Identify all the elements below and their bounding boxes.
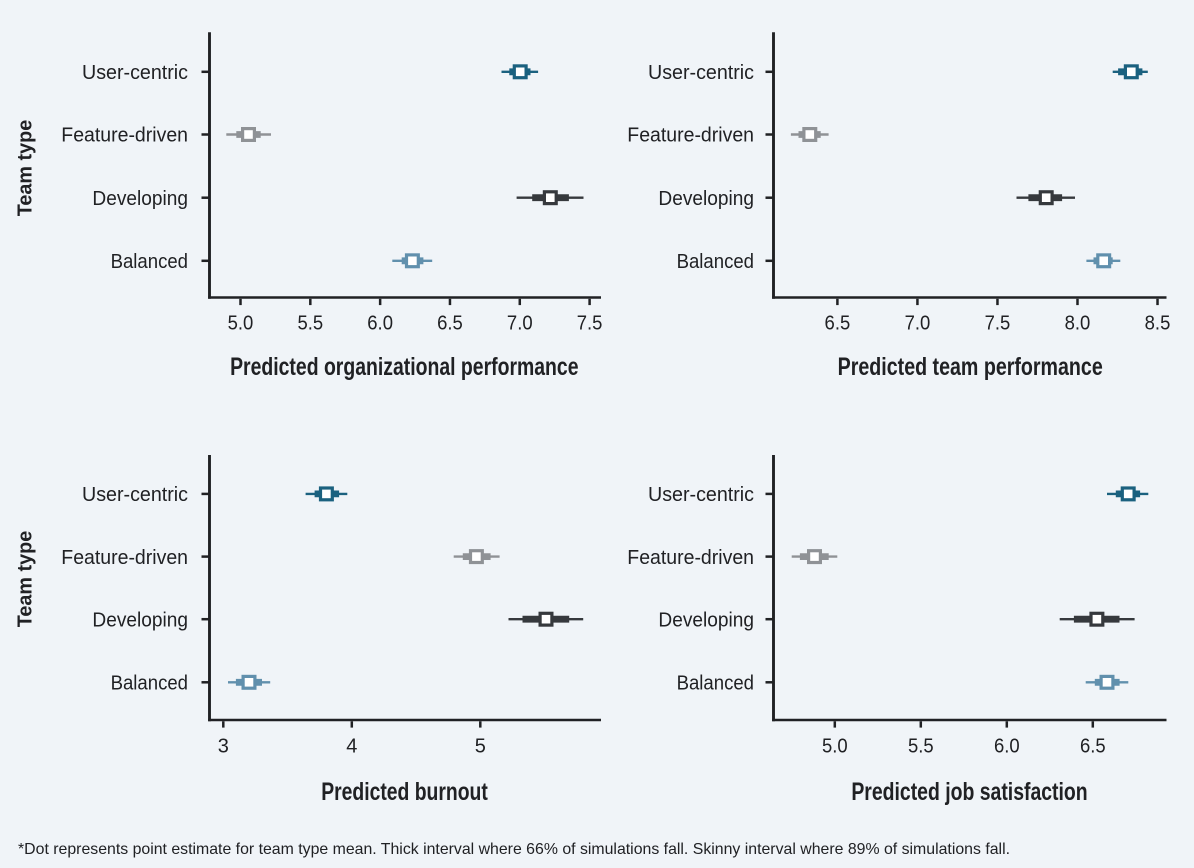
svg-text:Team type: Team type: [15, 531, 37, 628]
svg-text:Team type: Team type: [15, 120, 37, 217]
svg-text:Balanced: Balanced: [677, 251, 754, 273]
svg-text:8.5: 8.5: [1145, 313, 1171, 335]
svg-text:Feature-driven: Feature-driven: [627, 547, 754, 569]
svg-text:Developing: Developing: [658, 609, 754, 631]
svg-text:6.5: 6.5: [437, 313, 463, 335]
svg-text:User-centric: User-centric: [82, 484, 188, 506]
svg-text:Feature-driven: Feature-driven: [61, 547, 188, 569]
svg-text:Balanced: Balanced: [677, 673, 754, 695]
svg-text:Feature-driven: Feature-driven: [627, 125, 754, 147]
svg-text:User-centric: User-centric: [648, 62, 754, 84]
svg-text:Balanced: Balanced: [111, 673, 188, 695]
svg-text:User-centric: User-centric: [648, 484, 754, 506]
svg-text:Predicted burnout: Predicted burnout: [321, 778, 488, 806]
svg-text:5.0: 5.0: [228, 313, 254, 335]
svg-text:6.0: 6.0: [994, 736, 1020, 758]
svg-text:6.5: 6.5: [825, 313, 851, 335]
svg-text:7.0: 7.0: [905, 313, 931, 335]
svg-text:7.5: 7.5: [577, 313, 603, 335]
svg-text:6.5: 6.5: [1080, 736, 1106, 758]
svg-text:8.0: 8.0: [1065, 313, 1091, 335]
svg-text:4: 4: [346, 736, 357, 758]
svg-text:5.5: 5.5: [908, 736, 934, 758]
svg-text:7.5: 7.5: [985, 313, 1011, 335]
svg-text:User-centric: User-centric: [82, 62, 188, 84]
svg-text:5: 5: [475, 736, 486, 758]
svg-text:6.0: 6.0: [367, 313, 393, 335]
svg-text:Predicted team performance: Predicted team performance: [838, 353, 1103, 381]
svg-text:Developing: Developing: [658, 188, 754, 210]
svg-text:*Dot represents point estimate: *Dot represents point estimate for team …: [18, 841, 1010, 858]
svg-text:Predicted job satisfaction: Predicted job satisfaction: [851, 778, 1087, 806]
svg-text:Balanced: Balanced: [111, 251, 188, 273]
svg-text:7.0: 7.0: [507, 313, 533, 335]
svg-text:Predicted organizational perfo: Predicted organizational performance: [230, 353, 578, 381]
svg-text:Feature-driven: Feature-driven: [61, 125, 188, 147]
svg-text:3: 3: [218, 736, 229, 758]
svg-text:5.0: 5.0: [822, 736, 848, 758]
svg-text:5.5: 5.5: [297, 313, 323, 335]
svg-text:Developing: Developing: [92, 609, 188, 631]
svg-text:Developing: Developing: [92, 188, 188, 210]
